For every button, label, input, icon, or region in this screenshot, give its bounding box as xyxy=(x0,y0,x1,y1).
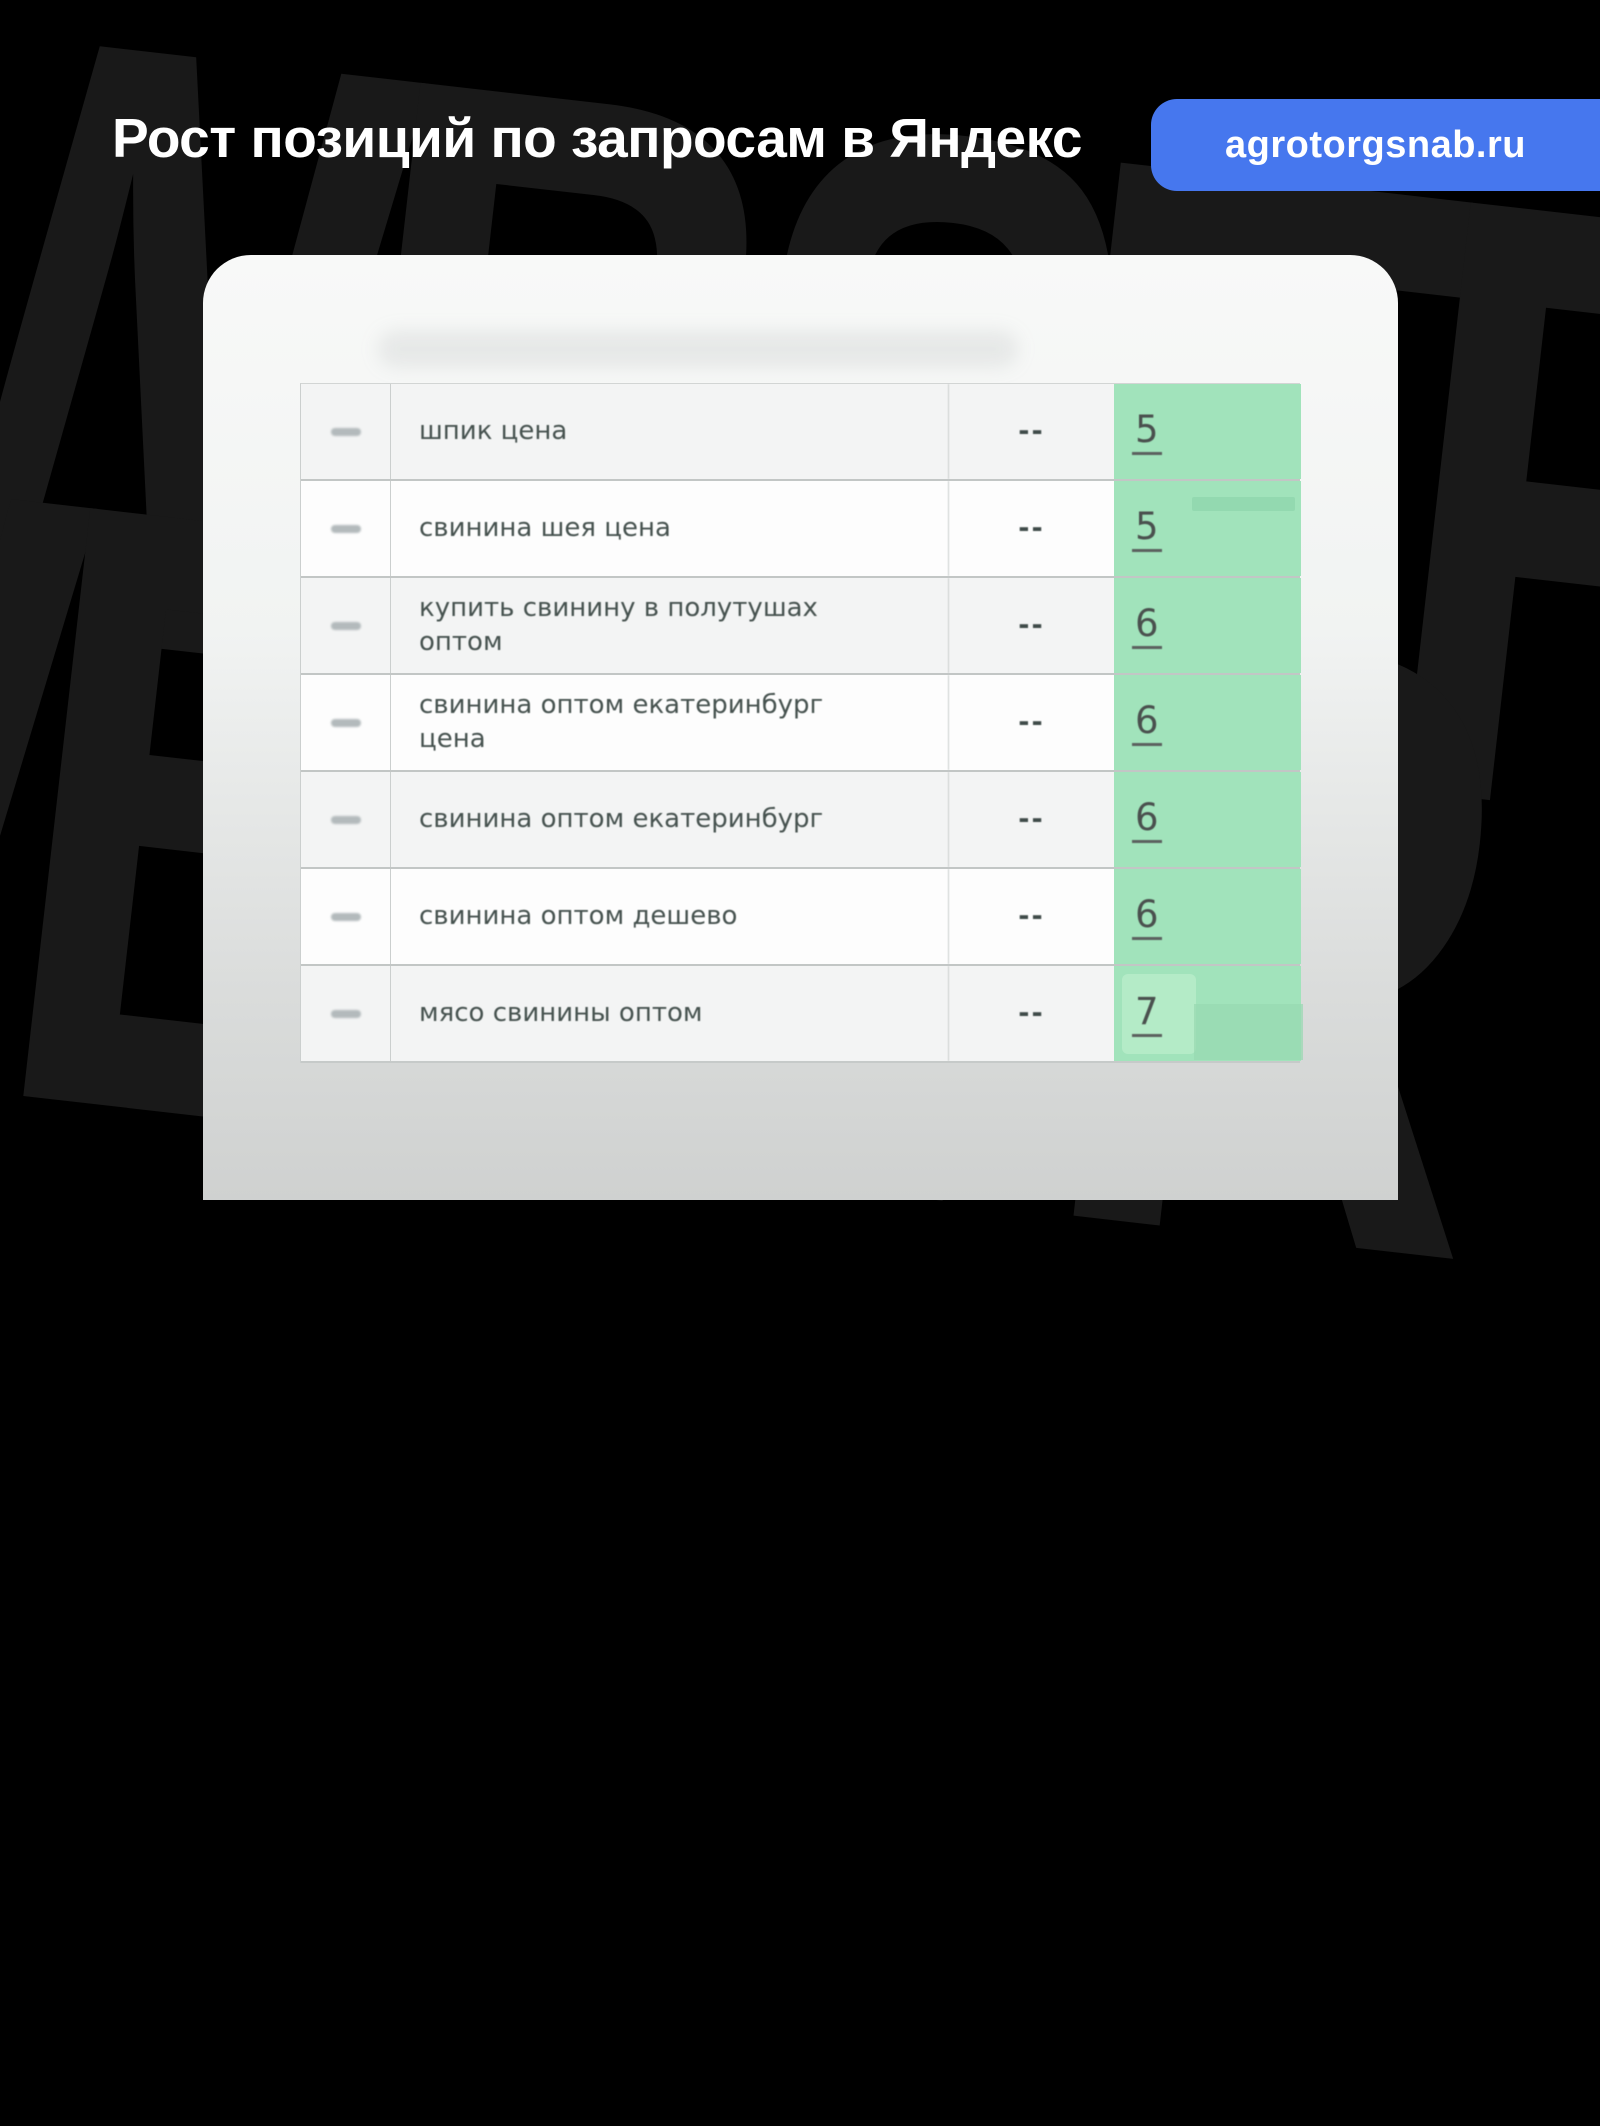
blurred-header-smudge xyxy=(378,331,1018,367)
query-text: шпик цена xyxy=(419,415,568,446)
query-cell: купить свинину в полутушах оптом xyxy=(391,578,949,673)
position-link[interactable]: 7 xyxy=(1132,990,1162,1037)
row-select-checkbox[interactable] xyxy=(301,869,391,964)
row-select-checkbox[interactable] xyxy=(301,772,391,867)
checkbox-dash-icon xyxy=(330,1009,361,1018)
position-cell: 5 xyxy=(1114,481,1301,576)
row-select-checkbox[interactable] xyxy=(301,578,391,673)
table-row: свинина оптом екатеринбург -- 6 xyxy=(301,772,1301,869)
checkbox-dash-icon xyxy=(330,815,361,824)
position-link[interactable]: 5 xyxy=(1132,408,1162,455)
query-cell: свинина оптом дешево xyxy=(391,869,949,964)
change-cell: -- xyxy=(1018,513,1045,544)
table-row: свинина оптом екатеринбург цена -- 6 xyxy=(301,675,1301,772)
query-cell: шпик цена xyxy=(391,384,949,479)
position-link[interactable]: 6 xyxy=(1132,699,1162,746)
query-text: свинина шея цена xyxy=(419,512,671,543)
checkbox-dash-icon xyxy=(330,427,361,436)
change-cell: -- xyxy=(1018,804,1045,835)
query-text: мясо свинины оптом xyxy=(419,997,703,1028)
position-link[interactable]: 6 xyxy=(1132,893,1162,940)
checkbox-dash-icon xyxy=(330,912,361,921)
position-cell: 5 xyxy=(1114,384,1301,479)
positions-table: шпик цена -- 5 свинина шея цена -- 5 куп… xyxy=(300,383,1303,1063)
change-cell: -- xyxy=(1018,416,1045,447)
screenshot-card: шпик цена -- 5 свинина шея цена -- 5 куп… xyxy=(203,255,1398,1200)
table-row: свинина шея цена -- 5 xyxy=(301,481,1301,578)
checkbox-dash-icon xyxy=(330,621,361,630)
page-title: Рост позиций по запросам в Яндекс xyxy=(112,107,1082,169)
site-url-badge[interactable]: agrotorgsnab.ru xyxy=(1151,99,1600,191)
change-cell: -- xyxy=(1018,610,1045,641)
query-cell: свинина оптом екатеринбург цена xyxy=(391,675,949,770)
checkbox-dash-icon xyxy=(330,718,361,727)
query-cell: свинина шея цена xyxy=(391,481,949,576)
position-link[interactable]: 6 xyxy=(1132,602,1162,649)
query-text: свинина оптом екатеринбург цена xyxy=(419,689,824,754)
table-row: шпик цена -- 5 xyxy=(301,384,1301,481)
change-cell: -- xyxy=(1018,901,1045,932)
table-row: купить свинину в полутушах оптом -- 6 xyxy=(301,578,1301,675)
position-link[interactable]: 6 xyxy=(1132,796,1162,843)
position-link[interactable]: 5 xyxy=(1132,505,1162,552)
row-select-checkbox[interactable] xyxy=(301,481,391,576)
table-row: свинина оптом дешево -- 6 xyxy=(301,869,1301,966)
position-cell: 6 xyxy=(1114,578,1301,673)
checkbox-dash-icon xyxy=(330,524,361,533)
query-cell: свинина оптом екатеринбург xyxy=(391,772,949,867)
query-cell: мясо свинины оптом xyxy=(391,966,949,1061)
position-cell: 7 xyxy=(1114,966,1303,1061)
table-row: мясо свинины оптом -- 7 xyxy=(301,966,1303,1063)
query-text: свинина оптом екатеринбург xyxy=(419,803,824,834)
change-cell: -- xyxy=(1018,707,1045,738)
site-url-label: agrotorgsnab.ru xyxy=(1225,123,1526,166)
query-text: свинина оптом дешево xyxy=(419,900,738,931)
query-text: купить свинину в полутушах оптом xyxy=(419,592,818,657)
row-select-checkbox[interactable] xyxy=(301,966,391,1061)
position-cell: 6 xyxy=(1114,772,1301,867)
row-select-checkbox[interactable] xyxy=(301,675,391,770)
change-cell: -- xyxy=(1018,998,1045,1029)
row-select-checkbox[interactable] xyxy=(301,384,391,479)
position-cell: 6 xyxy=(1114,869,1301,964)
position-cell: 6 xyxy=(1114,675,1301,770)
